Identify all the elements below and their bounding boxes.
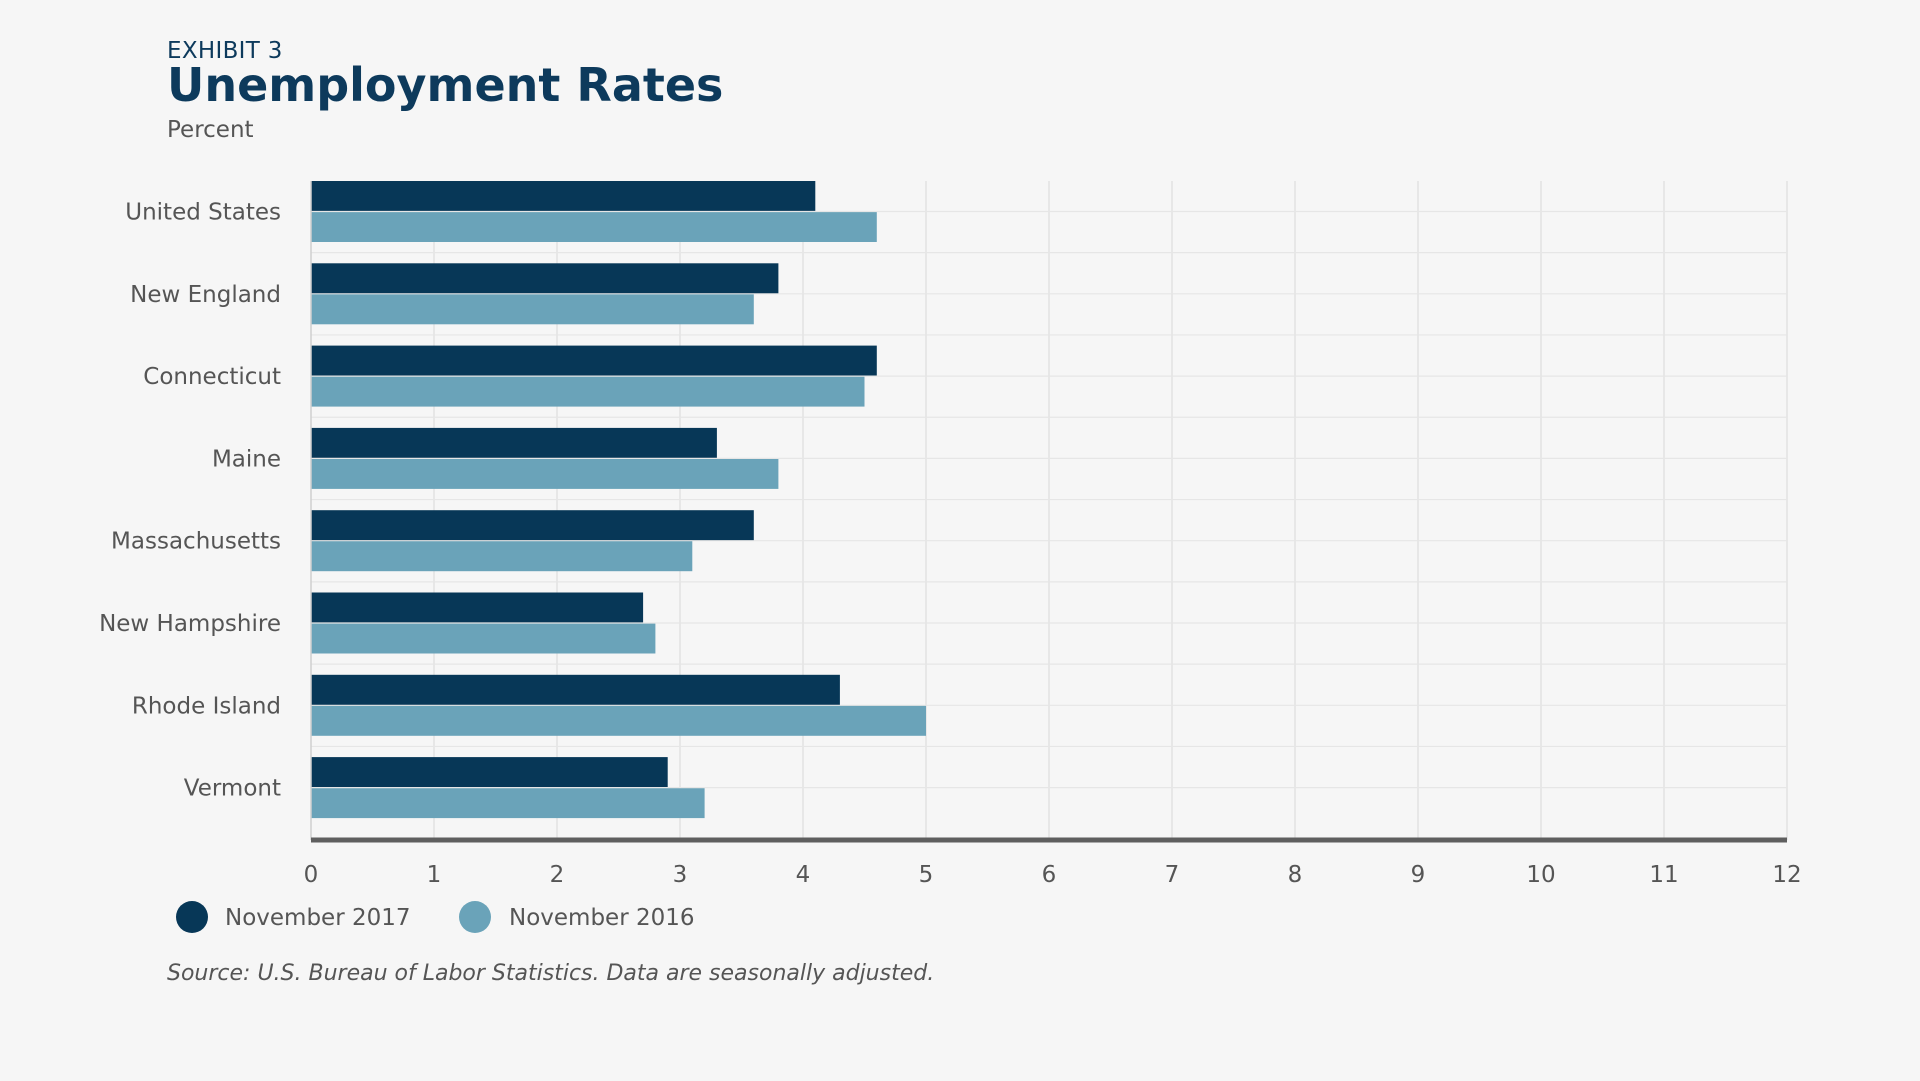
- bar-series1: [311, 674, 840, 706]
- x-tick-label: 10: [1526, 862, 1555, 888]
- category-label: Vermont: [184, 776, 281, 802]
- bar-series1: [311, 345, 877, 377]
- x-tick-label: 3: [673, 862, 688, 888]
- x-tick-label: 9: [1411, 862, 1426, 888]
- bar-series2: [311, 623, 656, 654]
- bar-series2: [311, 705, 926, 736]
- legend-label: November 2017: [225, 905, 411, 931]
- category-label: New Hampshire: [99, 611, 281, 637]
- bar-series1: [311, 427, 717, 459]
- x-tick-label: 1: [427, 862, 442, 888]
- x-tick-label: 5: [919, 862, 934, 888]
- legend-label: November 2016: [509, 905, 695, 931]
- source-note: Source: U.S. Bureau of Labor Statistics.…: [167, 961, 935, 986]
- bar-series1: [311, 757, 668, 788]
- chart-title: Unemployment Rates: [167, 58, 724, 112]
- category-label: Rhode Island: [132, 693, 281, 719]
- category-label: Connecticut: [143, 364, 281, 390]
- bar-series2: [311, 211, 877, 242]
- bar-series1: [311, 592, 644, 623]
- category-label: Maine: [212, 446, 281, 472]
- bar-series1: [311, 181, 816, 212]
- bar-series1: [311, 510, 754, 541]
- bar-series2: [311, 458, 779, 489]
- category-label: New England: [130, 282, 281, 308]
- exhibit-label: EXHIBIT 3: [167, 38, 283, 64]
- x-tick-label: 2: [550, 862, 565, 888]
- x-tick-label: 7: [1165, 862, 1180, 888]
- bar-series2: [311, 293, 754, 325]
- bar-series2: [311, 787, 705, 819]
- x-tick-label: 0: [304, 862, 319, 888]
- x-tick-label: 11: [1649, 862, 1678, 888]
- x-tick-label: 4: [796, 862, 811, 888]
- category-label: Massachusetts: [111, 529, 281, 555]
- bar-series1: [311, 263, 779, 294]
- bar-series2: [311, 376, 865, 407]
- bar-series2: [311, 540, 693, 572]
- legend-swatch: [176, 901, 208, 933]
- chart-subtitle: Percent: [167, 117, 254, 143]
- x-tick-label: 6: [1042, 862, 1057, 888]
- x-tick-label: 8: [1288, 862, 1303, 888]
- x-tick-label: 12: [1772, 862, 1801, 888]
- legend-swatch: [459, 901, 491, 933]
- category-label: United States: [125, 200, 281, 226]
